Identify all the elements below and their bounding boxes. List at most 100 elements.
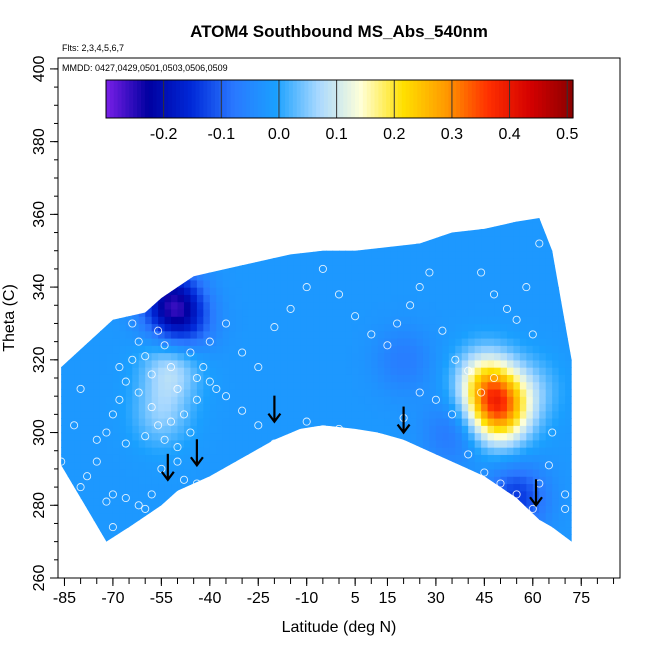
heatmap-cell bbox=[507, 542, 514, 550]
heatmap-cell bbox=[313, 221, 321, 230]
heatmap-cell bbox=[106, 352, 114, 361]
heatmap-cell bbox=[513, 243, 521, 252]
heatmap-cell bbox=[403, 381, 411, 390]
heatmap-cell bbox=[93, 330, 101, 339]
heatmap-cell bbox=[67, 388, 75, 397]
heatmap-cell bbox=[287, 549, 294, 557]
colorbar-cell bbox=[207, 80, 212, 118]
heatmap-cell bbox=[552, 418, 560, 426]
heatmap-cell bbox=[384, 236, 392, 245]
heatmap-cell bbox=[494, 301, 502, 310]
heatmap-cell bbox=[455, 345, 463, 354]
heatmap-cell bbox=[371, 345, 379, 354]
heatmap-cell bbox=[267, 396, 275, 405]
heatmap-cell bbox=[293, 388, 301, 397]
heatmap-cell bbox=[519, 388, 527, 397]
heatmap-cell bbox=[229, 258, 237, 266]
heatmap-cell bbox=[183, 272, 192, 281]
heatmap-cell bbox=[416, 228, 424, 237]
heatmap-cell bbox=[177, 374, 185, 383]
heatmap-cell bbox=[300, 228, 308, 237]
heatmap-cell bbox=[326, 352, 334, 361]
heatmap-cell bbox=[558, 388, 566, 397]
heatmap-cell bbox=[74, 519, 82, 528]
heatmap-cell bbox=[61, 418, 69, 426]
heatmap-cell bbox=[442, 403, 450, 412]
heatmap-cell bbox=[183, 483, 192, 492]
heatmap-cell bbox=[500, 338, 508, 346]
heatmap-cell bbox=[61, 476, 69, 485]
heatmap-cell bbox=[164, 367, 172, 375]
heatmap-cell bbox=[403, 396, 411, 405]
heatmap-cell bbox=[455, 454, 463, 463]
heatmap-cell bbox=[519, 308, 527, 317]
heatmap-cell bbox=[67, 323, 75, 332]
heatmap-cell bbox=[429, 287, 437, 295]
heatmap-cell bbox=[519, 512, 527, 521]
heatmap-cell bbox=[61, 534, 69, 542]
x-tick-label: 45 bbox=[475, 590, 493, 607]
heatmap-cell bbox=[248, 476, 256, 485]
heatmap-cell bbox=[442, 301, 450, 310]
heatmap-cell bbox=[177, 425, 185, 434]
heatmap-cell bbox=[132, 287, 140, 295]
heatmap-cell bbox=[235, 228, 243, 237]
heatmap-cell bbox=[112, 381, 120, 390]
heatmap-cell bbox=[403, 468, 411, 477]
heatmap-cell bbox=[461, 388, 469, 397]
heatmap-cell bbox=[410, 447, 418, 455]
heatmap-cell bbox=[119, 250, 127, 259]
x-tick-label: 75 bbox=[572, 590, 590, 607]
heatmap-cell bbox=[235, 483, 243, 492]
heatmap-cell bbox=[403, 439, 411, 448]
heatmap-cell bbox=[93, 316, 101, 325]
heatmap-cell bbox=[416, 468, 424, 477]
heatmap-cell bbox=[358, 258, 366, 266]
heatmap-cell bbox=[190, 258, 198, 266]
heatmap-cell bbox=[145, 338, 153, 346]
heatmap-cell bbox=[112, 519, 120, 528]
heatmap-cell bbox=[371, 505, 379, 514]
heatmap-cell bbox=[429, 338, 437, 346]
heatmap-cell bbox=[287, 505, 295, 514]
heatmap-cell bbox=[571, 512, 572, 521]
heatmap-cell bbox=[67, 287, 75, 295]
heatmap-cell bbox=[93, 287, 101, 295]
colorbar-cell bbox=[199, 80, 204, 118]
heatmap-cell bbox=[565, 308, 572, 317]
heatmap-cell bbox=[203, 512, 211, 521]
heatmap-cell bbox=[448, 265, 456, 274]
heatmap-cell bbox=[519, 221, 527, 230]
heatmap-cell bbox=[358, 359, 366, 368]
heatmap-cell bbox=[300, 352, 308, 361]
heatmap-cell bbox=[319, 359, 327, 368]
heatmap-cell bbox=[209, 447, 217, 455]
heatmap-cell bbox=[164, 265, 172, 274]
heatmap-cell bbox=[351, 359, 359, 368]
heatmap-cell bbox=[371, 447, 379, 455]
heatmap-cell bbox=[222, 301, 230, 310]
heatmap-cell bbox=[300, 279, 308, 288]
heatmap-cell bbox=[203, 425, 211, 434]
heatmap-cell bbox=[339, 258, 347, 266]
heatmap-cell bbox=[461, 258, 469, 266]
heatmap-cell bbox=[280, 461, 288, 470]
heatmap-cell bbox=[358, 236, 366, 245]
heatmap-cell bbox=[158, 527, 166, 535]
heatmap-cell bbox=[455, 549, 462, 557]
sample-point bbox=[160, 341, 169, 350]
heatmap-cell bbox=[190, 461, 198, 470]
heatmap-cell bbox=[461, 218, 469, 223]
heatmap-cell bbox=[93, 425, 101, 434]
heatmap-cell bbox=[468, 258, 476, 266]
heatmap-cell bbox=[351, 272, 359, 281]
heatmap-cell bbox=[61, 330, 69, 339]
heatmap-cell bbox=[196, 338, 204, 346]
heatmap-cell bbox=[571, 410, 572, 419]
heatmap-cell bbox=[371, 527, 379, 535]
heatmap-cell bbox=[280, 338, 288, 346]
heatmap-cell bbox=[119, 490, 127, 499]
heatmap-cell bbox=[377, 258, 385, 266]
heatmap-cell bbox=[164, 323, 172, 332]
heatmap-cell bbox=[461, 483, 469, 492]
